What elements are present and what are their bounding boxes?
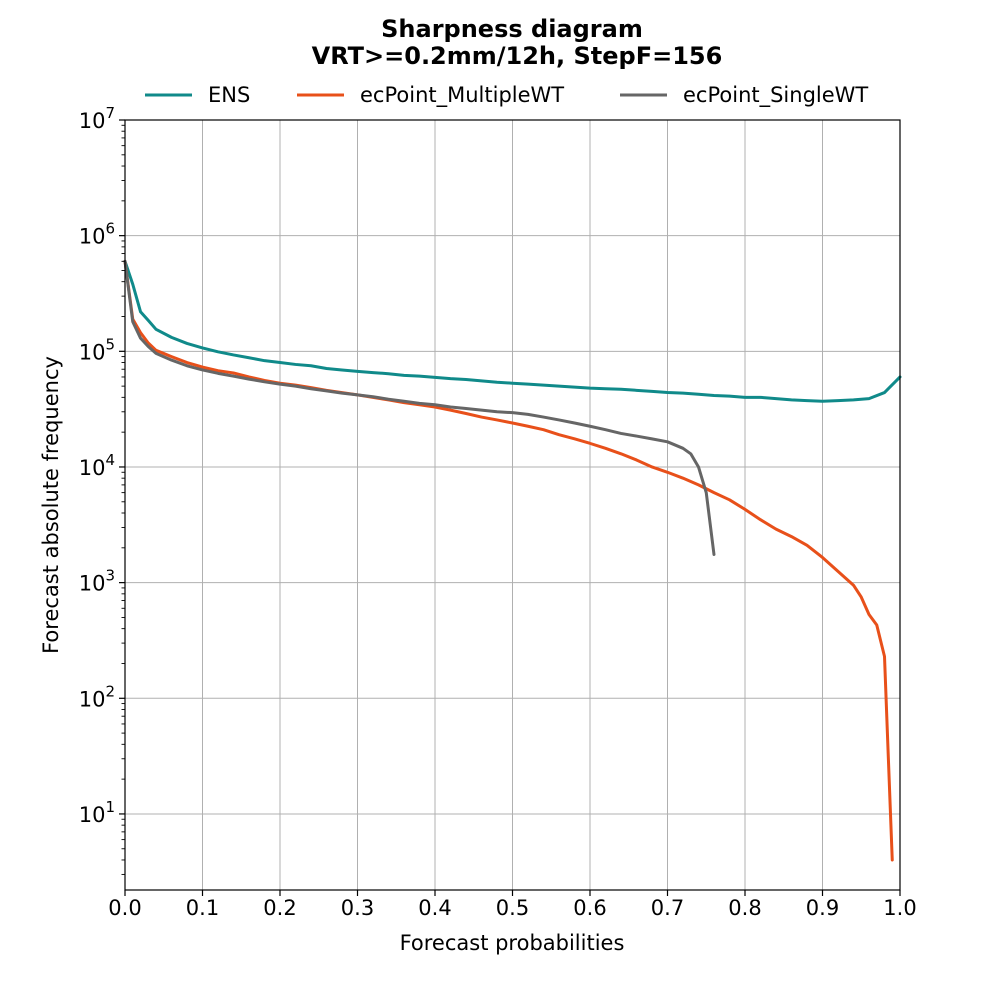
- x-tick-label: 0.3: [341, 896, 374, 920]
- y-axis-label: Forecast absolute frequency: [39, 356, 63, 654]
- x-tick-label: 0.8: [728, 896, 761, 920]
- legend: ENS ecPoint_MultipleWT ecPoint_SingleWT: [145, 83, 868, 108]
- y-tick-label: 107: [79, 104, 115, 133]
- x-tick-label: 0.5: [496, 896, 529, 920]
- x-tick-label: 0.6: [573, 896, 606, 920]
- x-tick-label: 0.2: [263, 896, 296, 920]
- x-axis-label: Forecast probabilities: [400, 931, 625, 955]
- x-tick-label: 0.1: [186, 896, 219, 920]
- axis-ticks: 0.0 0.1 0.2 0.3 0.4 0.5 0.6 0.7 0.8 0.9 1.0 101 102 1…: [79, 104, 917, 920]
- chart-subtitle: VRT>=0.2mm/12h, StepF=156: [312, 42, 723, 70]
- y-tick-label: 101: [79, 798, 115, 827]
- x-tick-label: 0.7: [651, 896, 684, 920]
- series-lines: [123, 259, 902, 862]
- x-tick-label: 0.9: [806, 896, 839, 920]
- y-tick-label: 102: [79, 682, 115, 711]
- x-tick-label: 1.0: [883, 896, 916, 920]
- legend-label-ecpoint-multiplewt: ecPoint_MultipleWT: [360, 83, 564, 108]
- y-tick-label: 105: [79, 335, 115, 364]
- y-tick-label: 103: [79, 567, 115, 596]
- series-line-ens: [123, 259, 902, 403]
- series-line-ecpoint-multiplewt: [123, 259, 894, 862]
- x-tick-label: 0.0: [108, 896, 141, 920]
- legend-label-ecpoint-singlewt: ecPoint_SingleWT: [683, 83, 868, 108]
- y-tick-label: 104: [79, 451, 115, 480]
- chart-title: Sharpness diagram: [381, 15, 643, 43]
- series-line-ecpoint-singlewt: [123, 259, 716, 557]
- x-tick-label: 0.4: [418, 896, 451, 920]
- legend-label-ens: ENS: [208, 83, 250, 107]
- grid: [124, 119, 901, 890]
- y-tick-label: 106: [79, 220, 115, 249]
